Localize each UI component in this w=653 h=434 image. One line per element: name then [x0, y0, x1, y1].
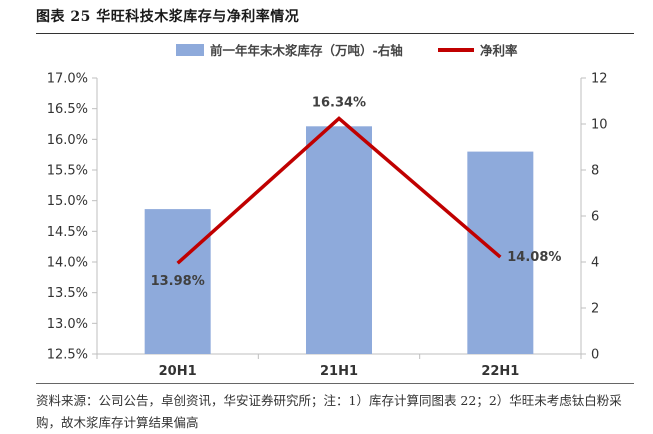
left-tick-label: 16.5%: [47, 102, 88, 117]
right-tick-label: 0: [591, 348, 599, 363]
left-tick-label: 17.0%: [47, 72, 88, 87]
net-margin-data-label: 14.08%: [507, 250, 561, 265]
left-tick-label: 12.5%: [47, 348, 88, 363]
right-tick-label: 6: [591, 210, 599, 225]
right-tick-label: 2: [591, 302, 599, 317]
right-tick-label: 8: [591, 164, 599, 179]
x-tick-label: 21H1: [320, 364, 358, 379]
left-tick-label: 15.5%: [47, 164, 88, 179]
left-tick-label: 16.0%: [47, 133, 88, 148]
source-note: 资料来源：公司公告，卓创资讯，华安证券研究所；注：1）库存计算同图表 22；2）…: [36, 390, 634, 434]
left-tick-label: 13.5%: [47, 286, 88, 301]
right-tick-label: 12: [591, 72, 608, 87]
right-tick-label: 4: [591, 256, 599, 271]
inventory-bar: [306, 126, 372, 354]
left-tick-label: 13.0%: [47, 317, 88, 332]
x-tick-label: 22H1: [481, 364, 519, 379]
left-tick-label: 14.0%: [47, 256, 88, 271]
left-tick-label: 15.0%: [47, 194, 88, 209]
net-margin-data-label: 13.98%: [151, 274, 205, 289]
source-divider: [36, 383, 634, 384]
x-tick-label: 20H1: [159, 364, 197, 379]
left-tick-label: 14.5%: [47, 225, 88, 240]
right-tick-label: 10: [591, 118, 608, 133]
net-margin-data-label: 16.34%: [312, 95, 366, 110]
